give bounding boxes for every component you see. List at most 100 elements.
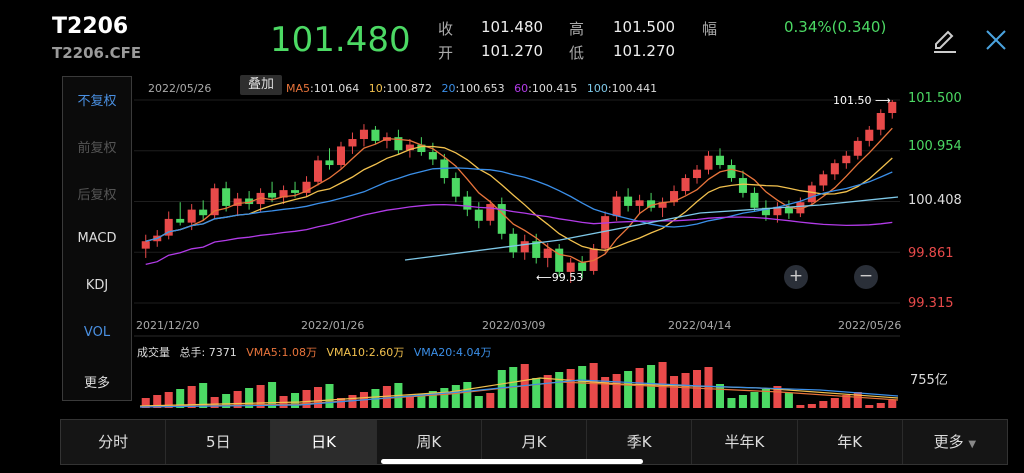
volume-bar [555,372,564,408]
tab-day-k[interactable]: 日K [271,420,377,464]
candle-body [291,190,300,193]
candle-body [715,155,725,166]
tab-quarter-k[interactable]: 季K [587,420,693,464]
volume-bar [256,385,265,408]
tab-timeshare[interactable]: 分时 [61,420,167,464]
volume-legend: 成交量 总手: 7371 VMA5:1.08万 VMA10:2.60万 VMA2… [137,344,491,360]
zoom-in-button[interactable]: + [784,265,808,289]
change-percent: 0.34%(0.340) [784,18,887,36]
price-label-mid: 100.408 [908,193,962,208]
date-label-5: 2022/05/26 [838,319,902,332]
sidebar-item-vol[interactable]: VOL [83,325,111,340]
vma20-line [139,379,899,408]
tab-year-k[interactable]: 年K [798,420,903,464]
sidebar-item-kdj[interactable]: KDJ [85,278,109,293]
candle-body [750,192,759,208]
volume-bar [532,378,541,408]
volume-bar [624,371,633,408]
amplitude-label: 幅 [702,20,718,38]
sidebar-item-macd[interactable]: MACD [77,231,117,246]
volume-bar [865,405,874,408]
sidebar-item-more[interactable]: 更多 [83,376,110,391]
volume-bar [405,397,414,408]
volume-bar [761,389,770,408]
volume-bar [842,395,851,408]
volume-bar [187,386,196,408]
contract-subcode: T2206.CFE [52,44,142,62]
edit-pencil-icon[interactable] [930,26,960,56]
volume-bar [417,394,426,408]
sidebar-item-backward-adjust[interactable]: 后复权 [77,188,117,203]
candle-body [302,181,311,193]
candle-body [279,190,288,198]
volume-bar [888,400,897,408]
candle-body [784,206,793,214]
candle-body [601,216,610,249]
volume-bar [141,398,150,408]
tab-5day[interactable]: 5日 [166,420,272,464]
candle-body [268,192,277,198]
candle-body [222,188,231,206]
ma5-name: MA5 [286,82,311,95]
volume-bar [153,395,162,408]
open-value: 101.270 [481,42,544,60]
sidebar-item-no-adjust[interactable]: 不复权 [77,94,117,109]
candle-body [359,129,368,140]
volume-bar [348,395,357,408]
volume-bar [578,366,587,408]
volume-bar [589,363,598,408]
volume-bar [635,368,644,408]
candle-body [233,198,242,206]
candle-body [417,144,426,153]
volume-bar [302,390,311,408]
candle-body [348,139,357,147]
low-label: 低 [569,44,585,62]
candle-body [210,188,219,216]
volume-bar [291,393,300,408]
vma20: VMA20:4.04万 [413,346,492,359]
overlay-button[interactable]: 叠加 [240,75,282,95]
volume-bar [199,383,208,408]
volume-bar [222,394,231,408]
candle-body [566,262,575,272]
candle-body [807,185,816,203]
volume-bar [773,386,782,408]
tab-month-k[interactable]: 月K [482,420,588,464]
contract-code: T2206 [52,14,129,39]
ma100-line [404,196,899,261]
volume-bar [497,370,506,408]
candle-body [853,140,862,156]
volume-bar [486,393,495,408]
chevron-down-icon: ▼ [968,439,977,450]
candle-body [245,198,254,205]
tab-halfyear-k[interactable]: 半年K [692,420,798,464]
candle-body [773,206,782,216]
open-label: 开 [438,44,454,62]
volume-bar [382,386,391,408]
volume-bar [692,370,702,408]
volume-bar [451,385,460,408]
volume-bar [738,395,747,408]
period-tabs: 分时 5日 日K 周K 月K 季K 半年K 年K 更多 ▼ [60,419,1008,465]
candle-body [842,155,851,164]
close-value: 101.480 [481,18,544,36]
candle-body [520,241,529,253]
candle-body [647,200,656,208]
candle-body [141,241,150,249]
zoom-out-button[interactable]: − [854,265,878,289]
close-icon[interactable] [982,26,1012,56]
candle-body [612,196,621,217]
candle-body [486,204,495,221]
candle-body [761,207,770,216]
volume-bar [784,393,793,408]
chart-date: 2022/05/26 [148,82,212,95]
tab-more[interactable]: 更多 ▼ [903,420,1007,464]
candle-body [692,169,702,179]
high-label: 高 [569,20,585,38]
price-label-4: 99.861 [908,246,954,261]
candle-body [888,101,897,114]
tab-week-k[interactable]: 周K [377,420,482,464]
volume-bar [715,384,725,408]
sidebar-item-forward-adjust[interactable]: 前复权 [77,141,117,156]
